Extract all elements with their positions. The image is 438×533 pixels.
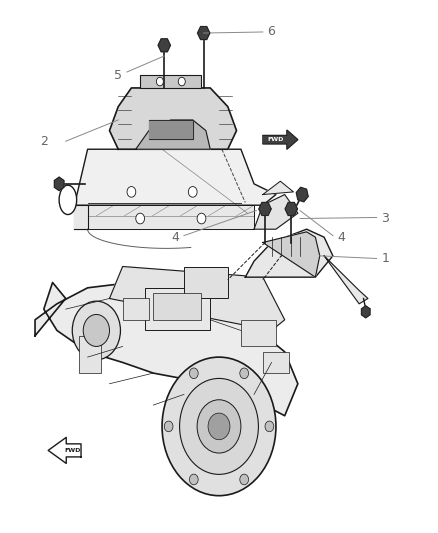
Polygon shape	[198, 27, 210, 39]
Polygon shape	[149, 120, 193, 139]
Polygon shape	[48, 437, 81, 463]
Circle shape	[156, 77, 163, 86]
Polygon shape	[285, 203, 297, 215]
Bar	[184, 266, 228, 298]
Circle shape	[164, 421, 173, 432]
Circle shape	[240, 368, 249, 378]
Polygon shape	[263, 181, 293, 195]
Text: 4: 4	[171, 231, 179, 244]
Circle shape	[136, 213, 145, 224]
Bar	[79, 336, 101, 373]
Polygon shape	[361, 306, 370, 318]
Polygon shape	[110, 266, 285, 330]
Circle shape	[197, 213, 206, 224]
Text: 3: 3	[381, 212, 389, 225]
Text: 6: 6	[268, 26, 276, 38]
Polygon shape	[35, 282, 298, 416]
Text: FWD: FWD	[65, 448, 81, 453]
Circle shape	[178, 77, 185, 86]
Polygon shape	[254, 195, 298, 229]
Polygon shape	[324, 256, 368, 304]
Polygon shape	[74, 205, 254, 229]
Polygon shape	[136, 120, 210, 149]
Circle shape	[265, 421, 274, 432]
Circle shape	[189, 368, 198, 378]
Polygon shape	[296, 187, 308, 202]
Text: FWD: FWD	[267, 137, 283, 142]
Circle shape	[197, 400, 241, 453]
Text: 5: 5	[114, 69, 122, 82]
Bar	[140, 75, 201, 88]
Bar	[145, 288, 210, 330]
Bar	[123, 298, 149, 320]
Ellipse shape	[59, 185, 77, 215]
Circle shape	[188, 187, 197, 197]
Circle shape	[72, 301, 120, 360]
Circle shape	[83, 314, 110, 346]
Polygon shape	[74, 149, 276, 205]
Polygon shape	[245, 229, 333, 277]
Polygon shape	[74, 205, 88, 229]
Polygon shape	[263, 130, 298, 149]
Polygon shape	[110, 88, 237, 149]
Circle shape	[180, 378, 258, 474]
Circle shape	[208, 413, 230, 440]
Polygon shape	[263, 232, 320, 277]
Circle shape	[162, 357, 276, 496]
Polygon shape	[158, 39, 170, 52]
Bar	[153, 293, 201, 320]
Circle shape	[127, 187, 136, 197]
Text: 4: 4	[338, 231, 346, 244]
Polygon shape	[259, 203, 271, 215]
Bar	[241, 320, 276, 346]
Bar	[263, 352, 289, 373]
Polygon shape	[54, 177, 64, 191]
Circle shape	[240, 474, 248, 485]
Text: 1: 1	[381, 252, 389, 265]
Circle shape	[189, 474, 198, 485]
Text: 2: 2	[40, 135, 48, 148]
